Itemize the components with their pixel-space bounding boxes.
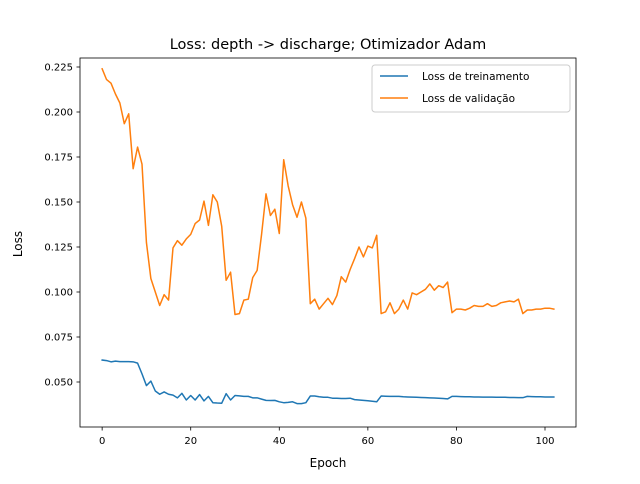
chart-title: Loss: depth -> discharge; Otimizador Ada… bbox=[170, 37, 487, 53]
plot-area: 0 20 40 60 80 100 0.050 0.075 0.100 0.125 0.150 0.1… bbox=[44, 57, 577, 447]
y-tick-label: 0.125 bbox=[44, 243, 73, 254]
legend-label-1: Loss de treinamento bbox=[422, 71, 529, 83]
x-tick-label: 0 bbox=[99, 436, 105, 447]
x-tick-label: 100 bbox=[535, 436, 554, 447]
x-tick-label: 60 bbox=[361, 436, 374, 447]
x-tick-label: 40 bbox=[273, 436, 286, 447]
y-axis-label: Loss bbox=[11, 231, 25, 257]
y-tick-label: 0.150 bbox=[44, 198, 73, 209]
legend-box bbox=[371, 64, 571, 113]
y-tick-label: 0.200 bbox=[44, 108, 73, 119]
axes-frame bbox=[79, 57, 577, 428]
x-tick-label: 80 bbox=[450, 436, 463, 447]
legend-label-2: Loss de validação bbox=[422, 93, 515, 105]
y-tick-label: 0.100 bbox=[44, 288, 73, 299]
legend: Loss de treinamento Loss de validação bbox=[371, 64, 571, 113]
y-tick-label: 0.050 bbox=[44, 378, 73, 389]
y-tick-label: 0.225 bbox=[44, 63, 73, 74]
y-tick-label: 0.075 bbox=[44, 333, 73, 344]
x-axis-label: Epoch bbox=[310, 456, 347, 470]
series-line-1 bbox=[101, 359, 555, 405]
x-tick-label: 20 bbox=[184, 436, 197, 447]
y-tick-label: 0.175 bbox=[44, 153, 73, 164]
series-line-2 bbox=[101, 67, 555, 316]
